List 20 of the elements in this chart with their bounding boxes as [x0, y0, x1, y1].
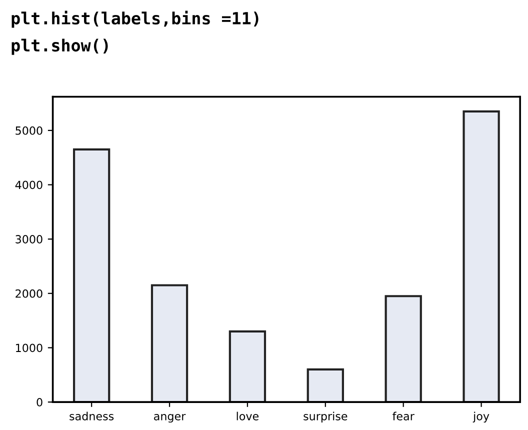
bar — [150, 284, 188, 402]
x-tick-label: joy — [472, 412, 490, 423]
text: plt.hist(labels,bins =11) — [12, 10, 258, 28]
y-tick-label: 4000 — [15, 180, 42, 190]
text: plt.show() — [12, 38, 108, 55]
x-tick-label: surprise — [304, 412, 348, 423]
bar — [72, 148, 110, 402]
y-tick-label: 1000 — [16, 344, 42, 352]
x-tick-label: sadness — [70, 412, 114, 420]
y-tick-label: 0 — [36, 398, 42, 406]
x-tick-label: anger — [154, 414, 186, 423]
y-tick-label: 5000 — [16, 126, 42, 135]
y-tick-label: 3000 — [16, 235, 42, 244]
bar — [306, 368, 344, 402]
x-tick-label: love — [236, 412, 259, 420]
bar — [462, 110, 500, 402]
bar — [228, 330, 266, 402]
y-tick-label: 2000 — [16, 289, 42, 298]
bar — [384, 295, 422, 402]
x-tick-label: fear — [392, 412, 414, 420]
